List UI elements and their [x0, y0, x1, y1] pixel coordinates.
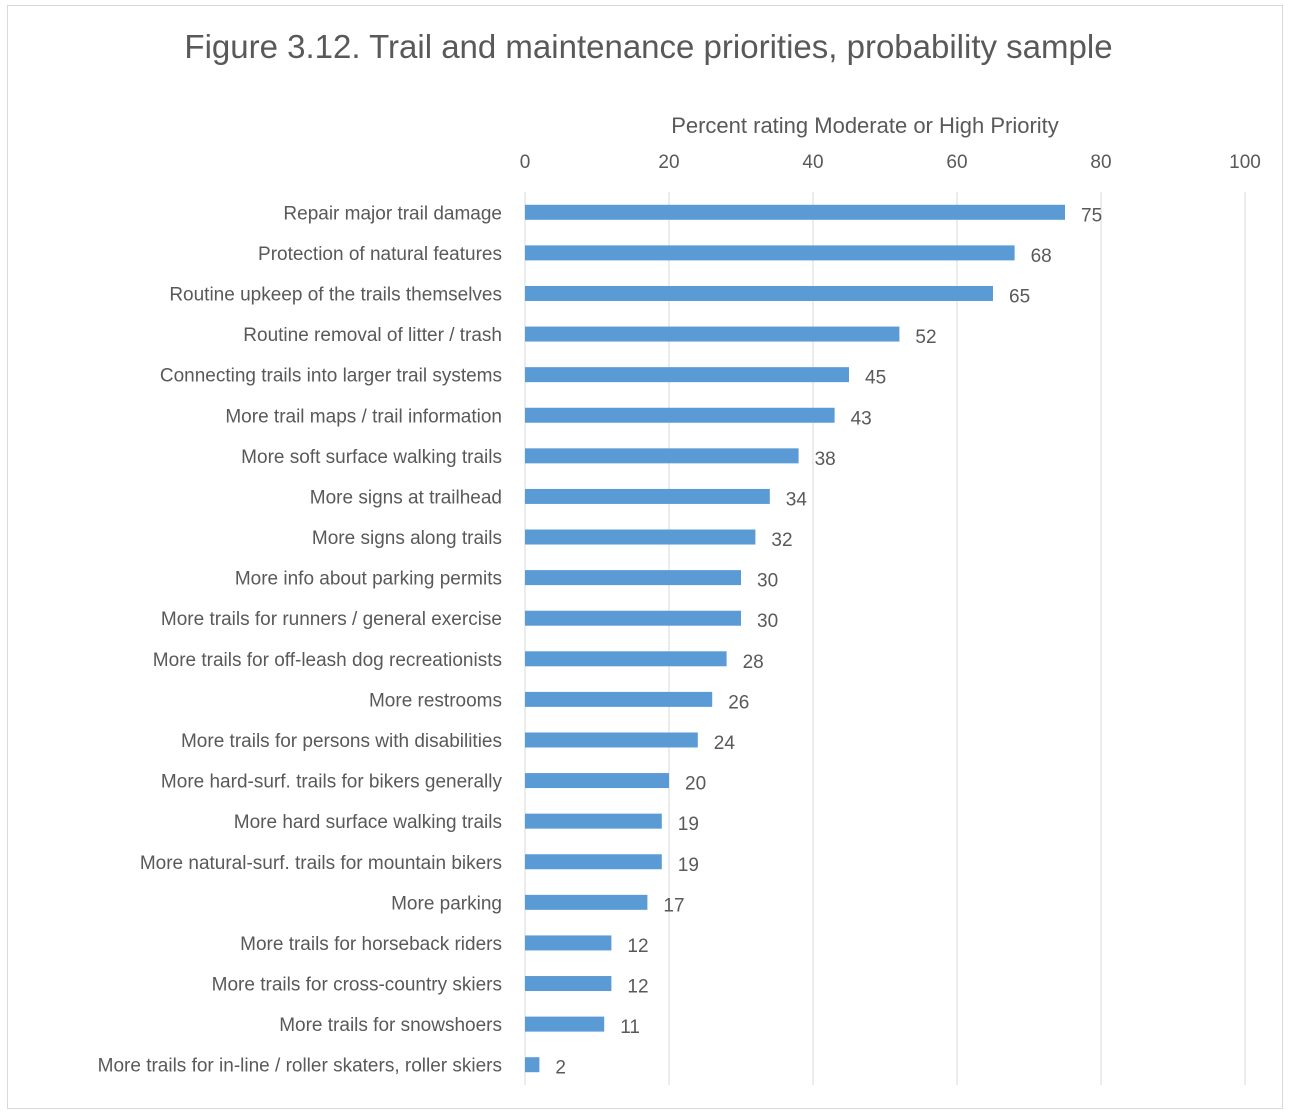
category-label: Repair major trail damage — [283, 203, 502, 224]
category-label: More trail maps / trail information — [225, 406, 502, 427]
category-label: More hard-surf. trails for bikers genera… — [161, 772, 503, 793]
data-label: 2 — [555, 1058, 566, 1079]
bar — [525, 204, 1065, 220]
category-label: More signs at trailhead — [310, 487, 502, 508]
bar — [525, 935, 612, 951]
bar — [525, 488, 770, 504]
bar — [525, 813, 662, 829]
data-label: 26 — [728, 692, 749, 713]
category-label: More trails for runners / general exerci… — [161, 609, 502, 630]
data-label: 12 — [627, 977, 648, 998]
category-label: More trails for snowshoers — [279, 1015, 502, 1036]
category-label: Connecting trails into larger trail syst… — [160, 366, 502, 387]
category-label: More trails for horseback riders — [240, 934, 502, 955]
bar — [525, 651, 727, 667]
data-label: 45 — [865, 368, 886, 389]
bar — [525, 529, 756, 545]
data-label: 30 — [757, 611, 778, 632]
data-label: 30 — [757, 571, 778, 592]
x-tick-label: 80 — [1090, 152, 1111, 173]
bar — [525, 245, 1015, 261]
bars — [525, 204, 1065, 1073]
data-label: 11 — [620, 1017, 640, 1038]
category-label: More signs along trails — [312, 528, 502, 549]
bar — [525, 854, 662, 870]
data-label: 68 — [1031, 246, 1052, 267]
bar — [525, 407, 835, 423]
x-axis-ticks: 0 20 40 60 80 100 — [520, 152, 1261, 173]
data-label: 19 — [678, 855, 699, 876]
chart-frame — [7, 5, 1283, 1109]
chart-title: Figure 3.12. Trail and maintenance prior… — [184, 28, 1113, 65]
data-label: 28 — [743, 652, 764, 673]
x-tick-label: 100 — [1229, 152, 1261, 173]
data-label: 12 — [627, 936, 648, 957]
data-label: 19 — [678, 814, 699, 835]
data-label: 65 — [1009, 286, 1030, 307]
data-label: 43 — [851, 408, 872, 429]
bar — [525, 285, 993, 301]
category-label: More hard surface walking trails — [234, 812, 502, 833]
x-tick-label: 0 — [520, 152, 531, 173]
bar — [525, 367, 849, 383]
bar — [525, 1057, 540, 1073]
data-label: 20 — [685, 774, 706, 795]
bar — [525, 1016, 605, 1032]
bar — [525, 773, 669, 789]
category-label: Routine removal of litter / trash — [243, 325, 502, 346]
category-label: Protection of natural features — [258, 244, 502, 265]
data-label: 24 — [714, 733, 736, 754]
category-label: More trails for cross-country skiers — [212, 975, 502, 996]
category-label: More soft surface walking trails — [241, 447, 502, 468]
data-label: 32 — [771, 530, 792, 551]
bar — [525, 570, 741, 586]
category-label: More trails for off-leash dog recreation… — [153, 650, 502, 671]
category-label: More natural-surf. trails for mountain b… — [140, 853, 502, 874]
bar — [525, 976, 612, 992]
bar — [525, 732, 698, 748]
bar — [525, 326, 900, 342]
data-label: 34 — [786, 489, 808, 510]
data-label: 75 — [1081, 205, 1102, 226]
data-label: 52 — [915, 327, 936, 348]
bar — [525, 610, 741, 626]
category-label: More info about parking permits — [235, 569, 502, 590]
category-label: More trails for in-line / roller skaters… — [98, 1056, 502, 1077]
x-tick-label: 40 — [802, 152, 823, 173]
bar — [525, 448, 799, 464]
category-label: More trails for persons with disabilitie… — [181, 731, 502, 752]
x-tick-label: 60 — [946, 152, 967, 173]
x-tick-label: 20 — [658, 152, 679, 173]
category-label: More parking — [391, 893, 502, 914]
bar — [525, 691, 713, 707]
category-label: Routine upkeep of the trails themselves — [169, 284, 502, 305]
category-label: More restrooms — [369, 690, 502, 711]
data-label: 17 — [663, 895, 684, 916]
data-label: 38 — [815, 449, 836, 470]
bar — [525, 894, 648, 910]
x-axis-label: Percent rating Moderate or High Priority — [671, 113, 1059, 138]
category-labels: Repair major trail damage Protection of n… — [98, 203, 503, 1076]
